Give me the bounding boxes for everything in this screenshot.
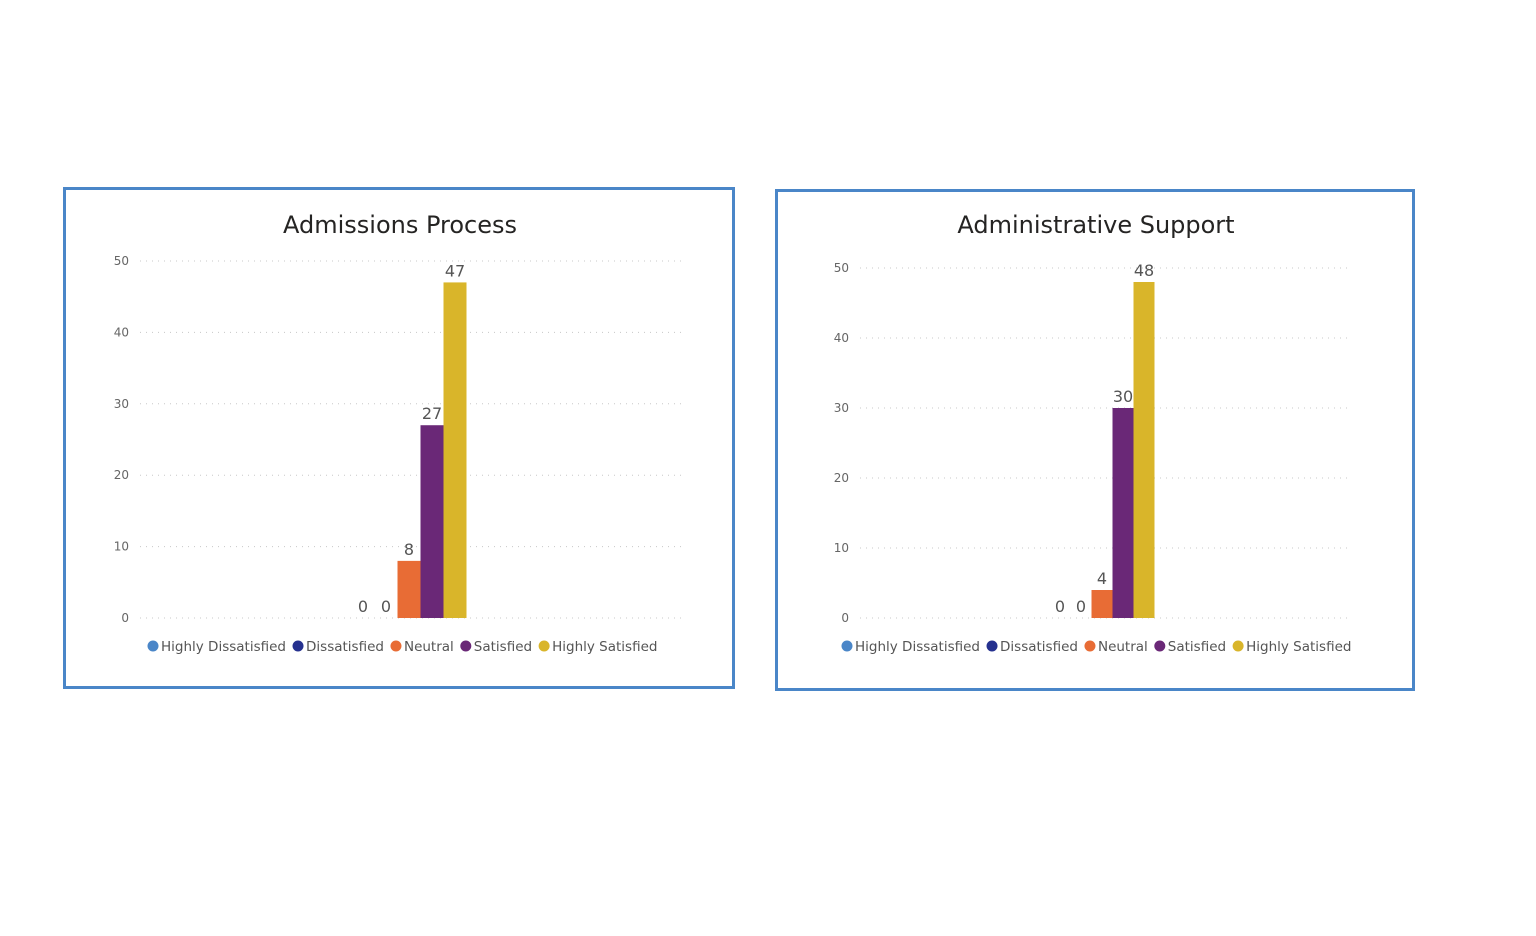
y-tick-label: 10 [834,541,849,555]
bar-neutral [1091,590,1113,618]
data-label: 8 [404,540,414,559]
data-label: 0 [358,597,368,616]
y-tick-label: 30 [114,397,129,411]
legend-entry: Dissatisfied [1000,639,1078,655]
y-tick-label: 10 [114,540,129,554]
legend-marker [292,640,304,652]
data-label: 0 [1055,597,1065,616]
legend-marker [1154,640,1166,652]
chart-title: Admissions Process [283,211,517,239]
y-tick-label: 20 [114,468,129,482]
legend-entry: Satisfied [474,639,532,655]
bar-satisfied [1112,408,1134,618]
legend-entry: Neutral [404,639,454,655]
y-tick-label: 50 [834,261,849,275]
bar-highly-satisfied [1133,282,1155,618]
legend-marker [460,640,472,652]
legend-entry: Neutral [1098,639,1148,655]
legend-entry: Highly Dissatisfied [855,639,980,655]
data-label: 0 [381,597,391,616]
bar-neutral [397,560,421,618]
chart-title: Administrative Support [957,211,1234,239]
data-label: 30 [1113,387,1133,406]
data-label: 48 [1134,261,1154,280]
legend-marker [841,640,853,652]
data-label: 47 [445,261,465,280]
legend-entry: Satisfied [1168,639,1226,655]
y-tick-label: 0 [121,611,129,625]
legend-marker [147,640,159,652]
legend-marker [1084,640,1096,652]
legend-marker [538,640,550,652]
bar-highly-satisfied [443,282,467,618]
legend-entry: Highly Satisfied [552,639,657,655]
legend-entry: Highly Satisfied [1246,639,1351,655]
legend-marker [986,640,998,652]
y-tick-label: 50 [114,254,129,268]
y-tick-label: 20 [834,471,849,485]
legend-entry: Dissatisfied [306,639,384,655]
bar-satisfied [420,425,444,618]
legend-marker [1232,640,1244,652]
y-tick-label: 40 [834,331,849,345]
data-label: 27 [422,404,442,423]
y-tick-label: 0 [841,611,849,625]
y-tick-label: 30 [834,401,849,415]
legend-entry: Highly Dissatisfied [161,639,286,655]
legend-marker [390,640,402,652]
data-label: 0 [1076,597,1086,616]
data-label: 4 [1097,569,1107,588]
y-tick-label: 40 [114,325,129,339]
